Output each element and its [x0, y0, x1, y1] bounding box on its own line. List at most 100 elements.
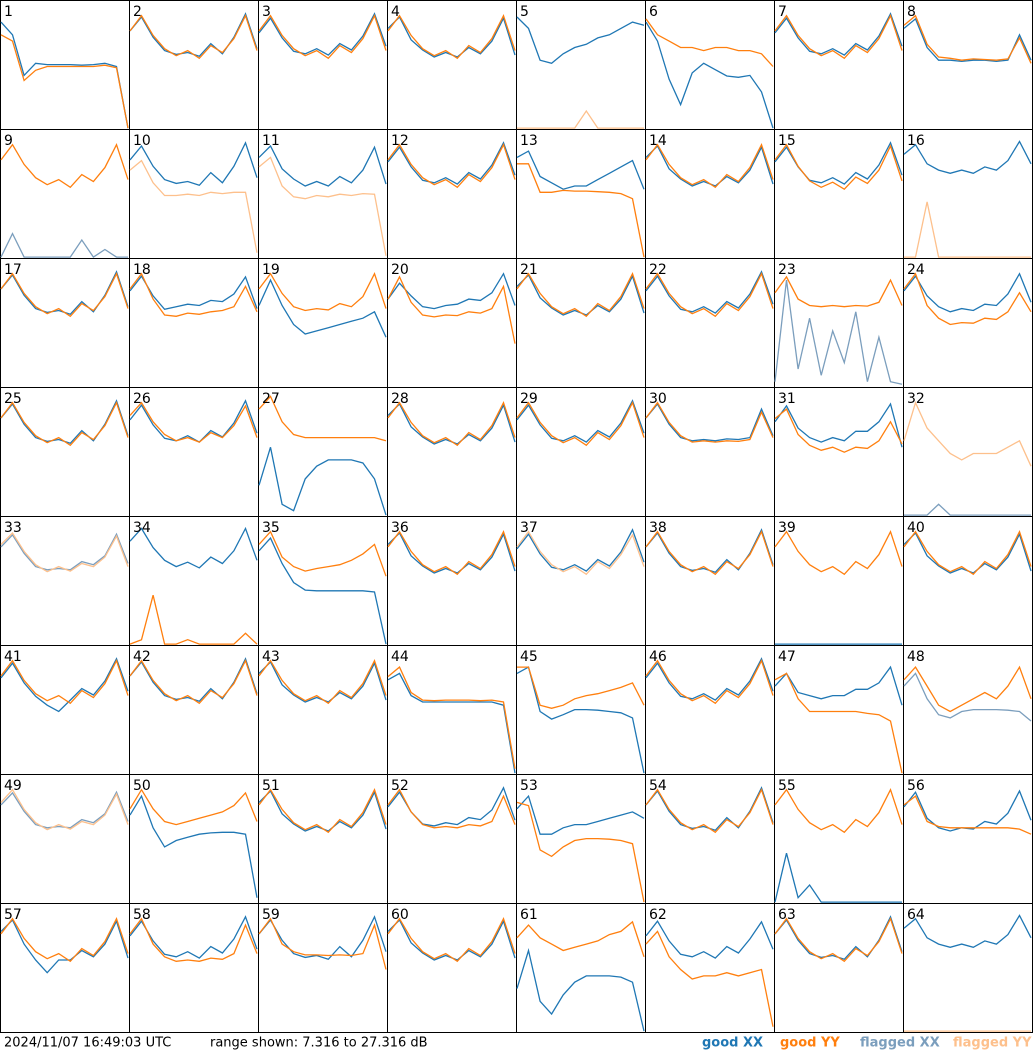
panel: 9 — [0, 129, 130, 259]
panel-label: 11 — [262, 133, 280, 149]
spectrum-line — [129, 401, 258, 443]
panel-label: 54 — [649, 778, 667, 794]
spectrum-line — [904, 503, 1031, 516]
panel: 58 — [129, 903, 259, 1033]
spectrum-line — [387, 275, 516, 344]
spectrum-line — [0, 34, 129, 129]
panel-frame — [903, 516, 1033, 646]
panel-frame — [258, 774, 388, 904]
spectrum-line — [129, 526, 258, 569]
panel-label: 20 — [391, 262, 409, 278]
spectrum-line — [387, 666, 516, 769]
panel: 37 — [516, 516, 646, 646]
panel-label: 49 — [4, 778, 22, 794]
panel: 40 — [903, 516, 1033, 646]
spectrum-line — [258, 14, 387, 60]
panel: 13 — [516, 129, 646, 259]
panel: 49 — [0, 774, 130, 904]
spectrum-line — [129, 659, 258, 705]
panel-label: 43 — [262, 649, 280, 665]
panel: 32 — [903, 387, 1033, 517]
panel-frame — [645, 0, 775, 130]
panel: 33 — [0, 516, 130, 646]
panel-label: 21 — [520, 262, 538, 278]
panel-frame — [645, 645, 775, 775]
panel-frame — [516, 387, 646, 517]
panel: 43 — [258, 645, 388, 775]
panel-frame — [258, 516, 388, 646]
panel-frame — [387, 903, 517, 1033]
panel: 38 — [645, 516, 775, 646]
panel-frame — [645, 129, 775, 259]
panel: 15 — [774, 129, 904, 259]
spectrum-line — [258, 272, 387, 312]
spectrum-line — [774, 143, 903, 191]
panel-frame — [0, 516, 130, 646]
spectrum-line — [774, 788, 903, 834]
spectrum-line — [258, 156, 387, 256]
spectrum-line — [774, 672, 903, 774]
panel: 61 — [516, 903, 646, 1033]
spectrum-line — [645, 402, 774, 442]
panel: 20 — [387, 258, 517, 388]
panel: 62 — [645, 903, 775, 1033]
spectrum-line — [387, 530, 516, 576]
spectrum-line — [387, 14, 516, 60]
legend-entry: good XX — [702, 1036, 763, 1051]
panel-frame — [774, 645, 904, 775]
spectrum-line — [0, 659, 129, 705]
spectrum-line — [129, 788, 258, 826]
panel-label: 55 — [778, 778, 796, 794]
spectrum-line — [774, 12, 903, 56]
spectrum-line — [129, 915, 258, 959]
spectrum-line — [129, 595, 258, 645]
panel-frame — [129, 129, 259, 259]
spectrum-line — [903, 795, 1032, 835]
panel-frame — [387, 0, 517, 130]
panel-label: 15 — [778, 133, 796, 149]
spectrum-line — [387, 401, 516, 447]
panel: 19 — [258, 258, 388, 388]
spectrum-line — [387, 272, 516, 310]
panel: 12 — [387, 129, 517, 259]
panel: 42 — [129, 645, 259, 775]
panel: 1 — [0, 0, 130, 130]
spectrum-line — [516, 272, 645, 318]
panel-label: 37 — [520, 520, 538, 536]
panel-label: 5 — [520, 4, 529, 20]
spectrum-line — [258, 788, 387, 834]
panel-frame — [387, 645, 517, 775]
spectrum-line — [774, 917, 903, 963]
panel: 25 — [0, 387, 130, 517]
spectrum-line — [0, 21, 129, 129]
panel: 36 — [387, 516, 517, 646]
panel-label: 1 — [4, 4, 13, 20]
panel-label: 7 — [778, 4, 787, 20]
spectrum-line — [387, 143, 516, 189]
spectrum-line — [129, 794, 258, 898]
panel: 30 — [645, 387, 775, 517]
panel-label: 34 — [133, 520, 151, 536]
panel-label: 63 — [778, 907, 796, 923]
panel-label: 58 — [133, 907, 151, 923]
panel: 48 — [903, 645, 1033, 775]
panel-label: 64 — [907, 907, 925, 923]
panel: 63 — [774, 903, 904, 1033]
panel: 18 — [129, 258, 259, 388]
spectrum-line — [129, 917, 258, 962]
panel-frame — [387, 129, 517, 259]
panel-label: 61 — [520, 907, 538, 923]
spectrum-line — [387, 788, 516, 829]
panel-frame — [0, 774, 130, 904]
spectrum-line — [774, 275, 903, 308]
panel-label: 38 — [649, 520, 667, 536]
panel-frame — [129, 774, 259, 904]
panel-label: 6 — [649, 4, 658, 20]
panel-label: 13 — [520, 133, 538, 149]
panel: 53 — [516, 774, 646, 904]
panel-frame — [516, 516, 646, 646]
panel: 52 — [387, 774, 517, 904]
spectrum-line — [516, 401, 645, 447]
spectrum-line — [645, 659, 774, 705]
spectrum-line — [258, 659, 387, 705]
